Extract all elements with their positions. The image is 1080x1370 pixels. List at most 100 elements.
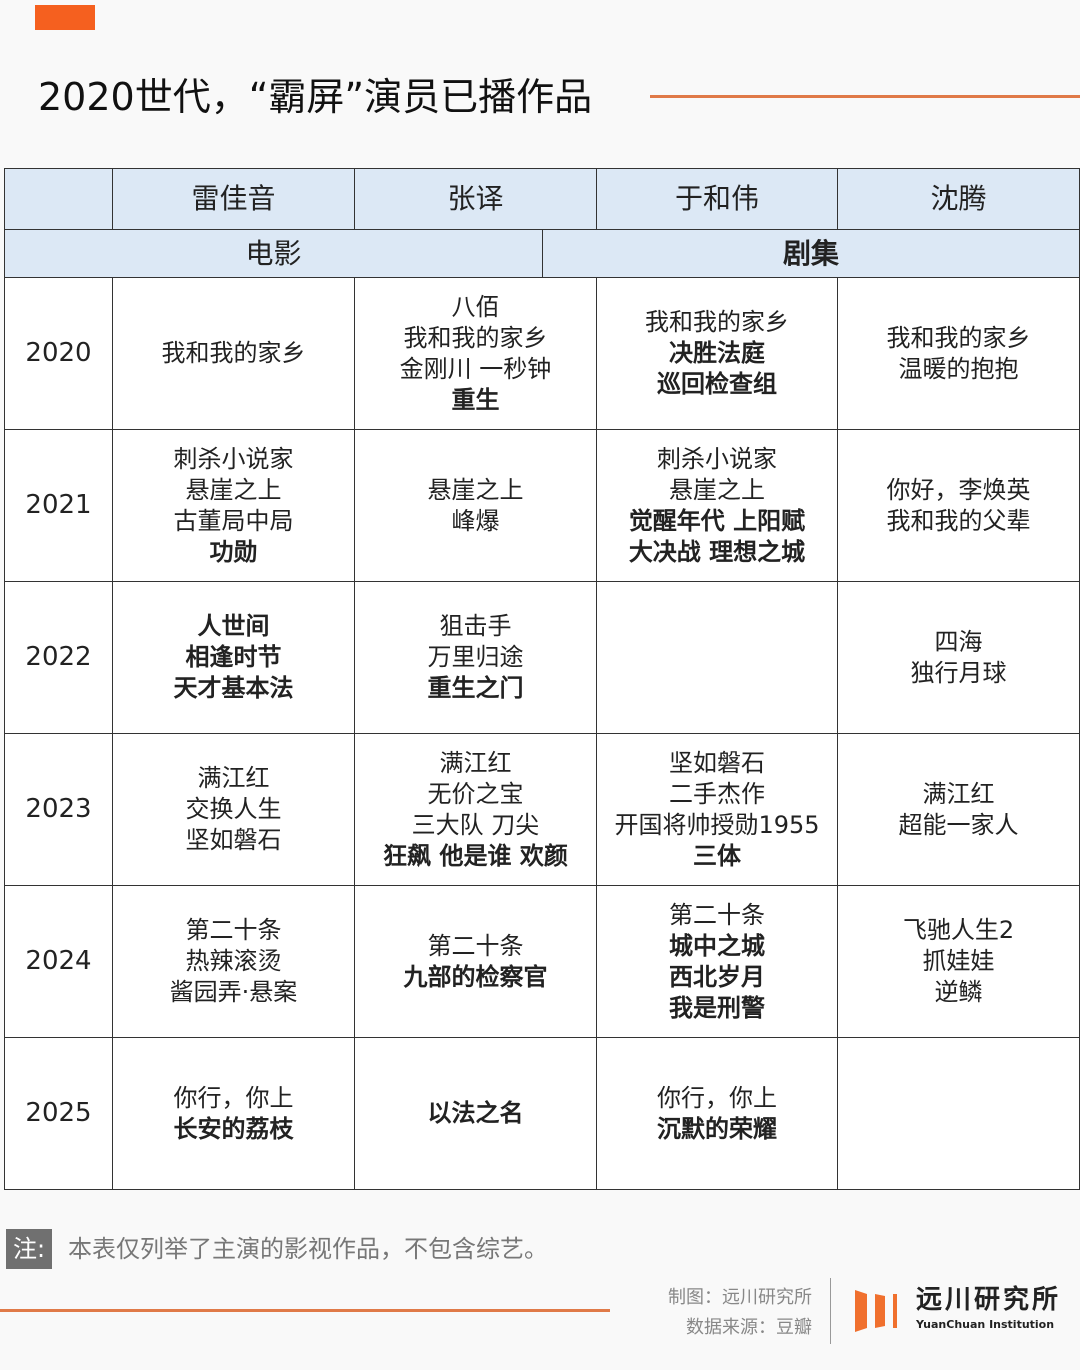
works-cell: 你行，你上 长安的荔枝	[112, 1037, 355, 1190]
work-title: 我和我的家乡	[161, 339, 306, 367]
works-cell: 悬崖之上 峰爆	[354, 429, 597, 582]
work-title: 决胜法庭	[669, 339, 765, 367]
data-source: 数据来源：豆瓣	[686, 1317, 812, 1338]
note-text: 本表仅列举了主演的影视作品，不包含综艺。	[68, 1235, 548, 1263]
work-title: 坚如磐石	[669, 748, 765, 777]
year-cell: 2025	[4, 1037, 113, 1190]
work-title: 满江红	[439, 748, 512, 777]
work-title: 城中之城	[669, 931, 765, 960]
year-row: 2021 刺杀小说家 悬崖之上 古董局中局 功勋 悬崖之上 峰爆 刺杀小说家 悬崖之上 觉醒年代 …	[4, 429, 1080, 582]
category-film: 电影	[5, 230, 543, 277]
work-title: 悬崖之上	[669, 475, 765, 504]
footer-divider	[0, 1309, 610, 1312]
work-title: 沉默的荣耀	[657, 1114, 777, 1143]
work-title: 刺杀小说家	[657, 444, 777, 473]
works-cell: 八佰 我和我的家乡 金刚川 一秒钟 重生	[354, 277, 597, 430]
work-title: 你行，你上	[173, 1083, 294, 1112]
works-cell: 第二十条 城中之城 西北岁月 我是刑警	[596, 885, 838, 1038]
work-title: 温暖的抱抱	[898, 354, 1019, 383]
work-title: 第二十条	[427, 931, 524, 960]
work-title: 西北岁月	[669, 962, 765, 991]
logo-text: 远川研究所 YuanChuan Institution	[916, 1286, 1076, 1332]
work-title: 人世间	[197, 612, 270, 640]
work-title: 巡回检查组	[657, 370, 777, 398]
work-title: 开国将帅授勋1955	[614, 810, 820, 839]
year-row: 2024 第二十条 热辣滚烫 酱园弄·悬案 第二十条 九部的检察官 第二十条 城中之城 西北岁月…	[4, 885, 1080, 1038]
work-title: 以法之名	[427, 1099, 524, 1127]
work-title: 天才基本法	[173, 674, 294, 702]
year-cell: 2021	[4, 429, 113, 582]
work-title: 峰爆	[451, 506, 500, 535]
work-title: 交换人生	[185, 795, 282, 823]
work-title: 狂飙 他是谁 欢颜	[383, 841, 568, 870]
work-title: 无价之宝	[427, 779, 524, 808]
works-cell: 你好，李焕英 我和我的父辈	[837, 429, 1080, 582]
category-row: 电影 剧集	[4, 229, 1080, 278]
work-title: 重生之门	[427, 674, 524, 702]
work-title: 第二十条	[669, 900, 765, 929]
actor-header: 雷佳音	[112, 168, 355, 230]
work-title: 我和我的家乡	[645, 308, 789, 336]
work-title: 万里归途	[427, 643, 524, 671]
year-cell: 2020	[4, 277, 113, 430]
works-cell: 满江红 无价之宝 三大队 刀尖 狂飙 他是谁 欢颜	[354, 733, 597, 886]
works-cell: 狙击手万里归途重生之门	[354, 581, 597, 734]
accent-block	[35, 5, 95, 30]
year-cell: 2022	[4, 581, 113, 734]
note-tag: 注:	[6, 1229, 52, 1269]
works-cell: 我和我的家乡	[112, 277, 355, 430]
work-title: 觉醒年代 上阳赋	[628, 506, 806, 535]
work-title: 我是刑警	[669, 993, 765, 1022]
work-title: 重生	[451, 385, 500, 414]
work-title: 三体	[693, 841, 741, 870]
work-title: 八佰	[451, 292, 500, 321]
corner-cell	[4, 168, 113, 230]
work-title: 超能一家人	[898, 810, 1019, 839]
works-cell: 第二十条 热辣滚烫 酱园弄·悬案	[112, 885, 355, 1038]
year-cell: 2023	[4, 733, 113, 886]
work-title: 刺杀小说家	[173, 444, 294, 473]
year-cell: 2024	[4, 885, 113, 1038]
title-divider	[650, 95, 1080, 98]
actor-header: 沈腾	[837, 168, 1080, 230]
actor-header: 于和伟	[596, 168, 838, 230]
logo-text-cn: 远川研究所	[916, 1285, 1062, 1315]
year-row: 2022 人世间 相逢时节 天才基本法 狙击手 万里归途 重生之门 四海 独行月球	[4, 581, 1080, 734]
works-cell: 坚如磐石 二手杰作 开国将帅授勋1955 三体	[596, 733, 838, 886]
actor-header: 张译	[354, 168, 597, 230]
work-title: 独行月球	[910, 658, 1007, 687]
work-title: 我和我的家乡	[886, 323, 1031, 352]
work-title: 狙击手	[439, 612, 512, 640]
works-cell: 我和我的家乡 决胜法庭巡回检查组	[596, 277, 838, 430]
works-cell: 四海 独行月球	[837, 581, 1080, 734]
year-row: 2025 你行，你上 长安的荔枝 以法之名 你行，你上 沉默的荣耀	[4, 1037, 1080, 1190]
works-cell: 以法之名	[354, 1037, 597, 1190]
work-title: 飞驰人生2	[902, 916, 1015, 944]
works-cell: 第二十条 九部的检察官	[354, 885, 597, 1038]
works-cell: 刺杀小说家 悬崖之上 觉醒年代 上阳赋 大决战 理想之城	[596, 429, 838, 582]
work-title: 悬崖之上	[185, 475, 282, 504]
works-cell: 人世间相逢时节天才基本法	[112, 581, 355, 734]
category-series: 剧集	[782, 236, 839, 270]
work-title: 我和我的父辈	[886, 506, 1031, 535]
work-title: 你好，李焕英	[886, 475, 1031, 504]
work-title: 悬崖之上	[427, 475, 524, 504]
work-title: 热辣滚烫	[185, 947, 282, 975]
credits: 制图：远川研究所 数据来源：豆瓣	[600, 1283, 812, 1343]
work-title: 古董局中局	[173, 506, 294, 535]
work-title: 大决战 理想之城	[628, 537, 806, 566]
work-title: 长安的荔枝	[173, 1114, 294, 1143]
work-title: 相逢时节	[185, 643, 282, 671]
work-title: 满江红	[197, 764, 270, 792]
work-title: 我和我的家乡	[403, 323, 548, 352]
work-title: 四海	[934, 627, 983, 656]
works-cell: 飞驰人生2 抓娃娃 逆鳞	[837, 885, 1080, 1038]
work-title: 二手杰作	[669, 779, 765, 808]
made-by: 制图：远川研究所	[668, 1287, 812, 1308]
work-title: 三大队 刀尖	[411, 810, 540, 839]
actor-header-row: 雷佳音 张译 于和伟 沈腾	[4, 168, 1080, 230]
year-row: 2020 我和我的家乡 八佰 我和我的家乡 金刚川 一秒钟 重生 我和我的家乡 决胜法庭 巡回检…	[4, 277, 1080, 430]
works-cell: 你行，你上 沉默的荣耀	[596, 1037, 838, 1190]
work-title: 第二十条	[185, 916, 282, 944]
works-cell	[596, 581, 838, 734]
